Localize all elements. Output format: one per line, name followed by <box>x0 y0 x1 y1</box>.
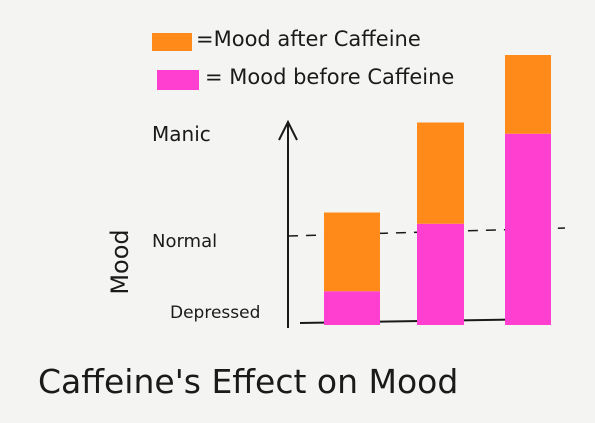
bar-1-after <box>324 212 380 292</box>
chart-title: Caffeine's Effect on Mood <box>38 362 458 401</box>
legend-label-after: =Mood after Caffeine <box>196 27 421 51</box>
legend-swatch-after <box>152 33 192 51</box>
axis-arrowhead-icon <box>278 119 298 141</box>
bar-2-before <box>417 223 464 325</box>
bar-group <box>324 55 551 325</box>
legend-label-before: = Mood before Caffeine <box>205 65 454 89</box>
bar-3-after <box>505 55 551 134</box>
y-tick-label-normal: Normal <box>152 231 217 252</box>
bar-2-after <box>417 122 464 224</box>
y-axis-title: Mood <box>106 229 134 294</box>
legend: =Mood after Caffeine = Mood before Caffe… <box>152 27 454 90</box>
legend-swatch-before <box>157 70 199 90</box>
y-tick-label-manic: Manic <box>152 122 211 146</box>
bar-1-before <box>324 291 380 325</box>
y-tick-label-depressed: Depressed <box>170 303 260 323</box>
bar-3-before <box>505 133 551 325</box>
